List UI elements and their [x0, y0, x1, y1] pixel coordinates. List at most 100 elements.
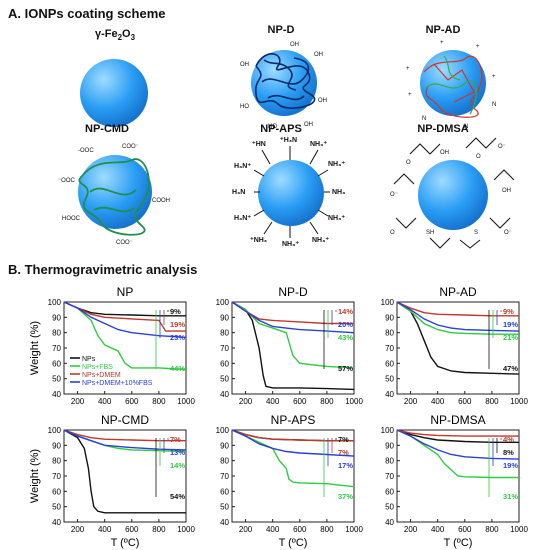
- weight-loss-label: 7%: [338, 435, 349, 444]
- y-tick-label: 100: [48, 426, 62, 435]
- aminopropylsilane-coating-icon: ⁺HN ⁺H₃N NH₃⁺ H₃N⁺ NH₃⁺ H₃N NH₃ H₃N⁺ NH₃⁺ ⁺NH₃…: [232, 137, 345, 248]
- y-tick-label: 90: [220, 441, 229, 450]
- svg-text:O⁻: O⁻: [390, 192, 398, 198]
- x-tick-label: 600: [458, 525, 472, 534]
- y-tick-label: 80: [220, 329, 229, 338]
- x-axis-label: T (ºC): [444, 537, 473, 549]
- weight-loss-label: 57%: [338, 364, 353, 373]
- legend-entry: NPs+DMEM: [82, 372, 121, 379]
- svg-text:O⁻: O⁻: [504, 230, 512, 236]
- x-axis-label: T (ºC): [279, 537, 308, 549]
- np-ad-nanoparticle: [420, 50, 486, 116]
- weight-loss-label: 37%: [338, 492, 353, 501]
- weight-loss-label: 14%: [170, 461, 185, 470]
- y-tick-label: 60: [385, 487, 394, 496]
- y-tick-label: 80: [385, 329, 394, 338]
- weight-loss-label: 23%: [170, 333, 185, 342]
- x-tick-label: 600: [458, 397, 472, 406]
- series-line-nps-dmem: [231, 429, 354, 442]
- y-tick-label: 70: [220, 344, 229, 353]
- np-aps-nanoparticle: [258, 160, 324, 226]
- y-tick-label: 60: [220, 359, 229, 368]
- svg-text:OH: OH: [318, 98, 327, 104]
- svg-text:HOOC: HOOC: [62, 216, 81, 222]
- y-tick-label: 90: [52, 313, 61, 322]
- series-line-nps-dmem: [396, 429, 519, 437]
- svg-text:⁻OOC: ⁻OOC: [58, 178, 76, 184]
- y-tick-label: 100: [381, 426, 395, 435]
- svg-text:COO⁻: COO⁻: [116, 240, 133, 246]
- weight-loss-label: 9%: [170, 307, 181, 316]
- x-tick-label: 1000: [177, 525, 195, 534]
- weight-loss-label: 7%: [170, 435, 181, 444]
- svg-text:O: O: [476, 154, 481, 160]
- y-tick-label: 80: [220, 457, 229, 466]
- x-tick-label: 200: [239, 397, 253, 406]
- svg-text:N: N: [492, 102, 496, 108]
- weight-loss-label: 14%: [338, 307, 353, 316]
- y-tick-label: 70: [52, 344, 61, 353]
- weight-loss-label: 19%: [503, 461, 518, 470]
- x-tick-label: 400: [266, 397, 280, 406]
- label-np-ad: NP-AD: [425, 24, 461, 36]
- svg-text:NH₃⁺: NH₃⁺: [310, 141, 327, 148]
- aminodextran-coating-icon: + + + + + N N N: [406, 40, 496, 130]
- chart-title-np-dmsa: NP-DMSA: [430, 413, 485, 427]
- x-tick-label: 200: [239, 525, 253, 534]
- y-axis-label: Weight (%): [29, 449, 41, 503]
- weight-loss-label: 17%: [338, 461, 353, 470]
- series-line-nps-dmem: [63, 301, 186, 332]
- y-tick-label: 100: [216, 298, 230, 307]
- series-line-nps-dmem: [396, 301, 519, 317]
- svg-text:HO: HO: [268, 124, 277, 130]
- svg-text:O⁻: O⁻: [498, 144, 506, 150]
- chart-title-np-d: NP-D: [278, 285, 308, 299]
- x-tick-label: 1000: [345, 525, 363, 534]
- weight-loss-label: 44%: [170, 364, 185, 373]
- x-tick-label: 600: [125, 397, 139, 406]
- series-line-nps-dmem-10-fbs: [396, 429, 520, 460]
- series-line-nps-dmem-10-fbs: [396, 301, 520, 332]
- y-tick-label: 70: [52, 472, 61, 481]
- y-tick-label: 90: [52, 441, 61, 450]
- y-tick-label: 40: [385, 390, 394, 399]
- y-tick-label: 100: [381, 298, 395, 307]
- x-tick-label: 400: [431, 525, 445, 534]
- y-axis-label: Weight (%): [29, 321, 41, 375]
- label-np-aps: NP-APS: [260, 123, 302, 135]
- label-fe2o3: γ-Fe2O3: [94, 28, 136, 43]
- series-line-nps: [396, 301, 520, 375]
- x-tick-label: 800: [320, 397, 334, 406]
- series-line-nps-fbs: [231, 429, 355, 488]
- svg-text:⁺NH₃: ⁺NH₃: [250, 237, 267, 244]
- y-tick-label: 40: [220, 518, 229, 527]
- svg-text:OH: OH: [502, 188, 511, 194]
- plot-frame-np-d: [231, 301, 355, 395]
- plot-frame-np-cmd: [63, 429, 187, 523]
- svg-text:COOH: COOH: [152, 198, 170, 204]
- series-line-nps-dmem-10-fbs: [231, 301, 355, 334]
- x-tick-label: 800: [152, 397, 166, 406]
- y-tick-label: 40: [220, 390, 229, 399]
- weight-loss-label: 20%: [338, 320, 353, 329]
- weight-loss-label: 31%: [503, 492, 518, 501]
- x-tick-label: 400: [431, 397, 445, 406]
- svg-text:+: +: [476, 44, 480, 50]
- y-tick-label: 100: [216, 426, 230, 435]
- x-tick-label: 600: [293, 397, 307, 406]
- x-axis-label: T (ºC): [111, 537, 140, 549]
- series-line-nps-dmem: [231, 301, 354, 325]
- svg-text:⁺HN: ⁺HN: [252, 141, 266, 148]
- y-tick-label: 60: [52, 359, 61, 368]
- svg-text:NH₃⁺: NH₃⁺: [282, 241, 299, 248]
- series-line-nps: [231, 301, 355, 391]
- svg-text:NH₃⁺: NH₃⁺: [328, 161, 345, 168]
- svg-text:H₃N⁺: H₃N⁺: [234, 163, 251, 170]
- section-a-title: A. IONPs coating scheme: [8, 6, 166, 21]
- y-tick-label: 60: [52, 487, 61, 496]
- y-tick-label: 90: [220, 313, 229, 322]
- weight-loss-label: 54%: [170, 492, 185, 501]
- y-tick-label: 40: [52, 518, 61, 527]
- y-tick-label: 50: [52, 503, 61, 512]
